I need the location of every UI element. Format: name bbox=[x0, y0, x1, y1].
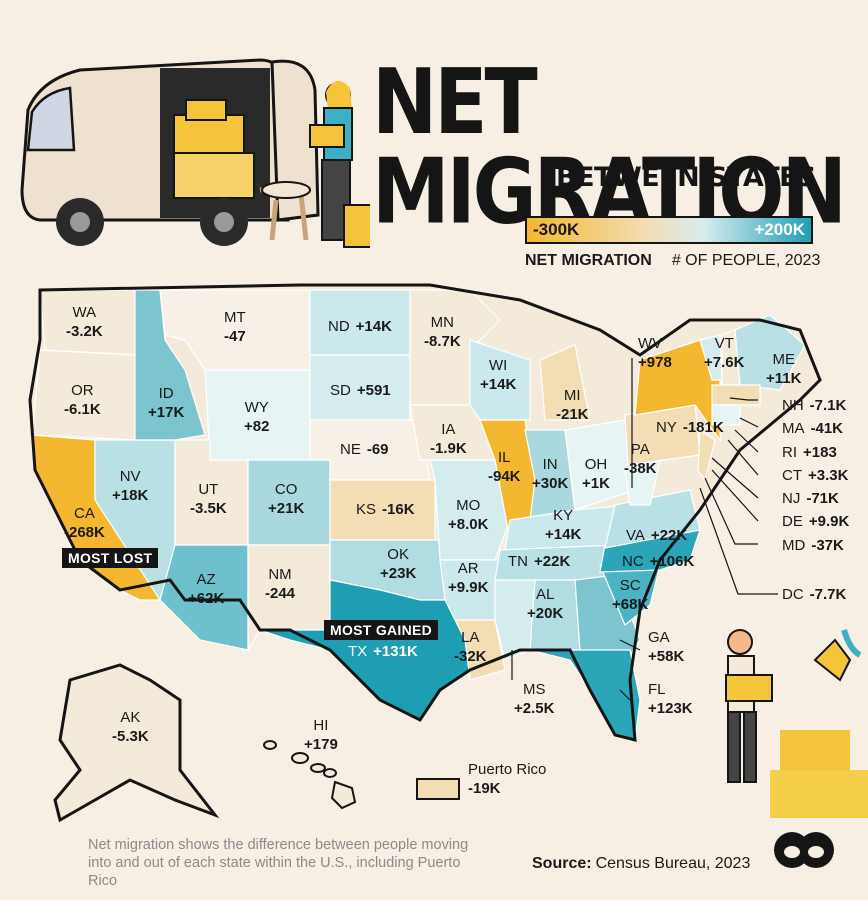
label-or: OR -6.1K bbox=[64, 382, 101, 418]
label-wi: WI +14K bbox=[480, 357, 517, 393]
state-ct bbox=[711, 404, 741, 426]
state-ma bbox=[711, 384, 761, 406]
legend-max-label: +200K bbox=[754, 220, 805, 239]
label-mn: MN -8.7K bbox=[424, 314, 461, 350]
source-text: Census Bureau, 2023 bbox=[595, 855, 751, 872]
label-nj: NJ -71K bbox=[782, 490, 839, 507]
page-subtitle: BETWEEN STATES bbox=[556, 162, 816, 193]
legend-caption: NET MIGRATION # OF PEOPLE, 2023 bbox=[525, 252, 820, 270]
label-in: IN +30K bbox=[532, 456, 569, 492]
label-ny: NY -181K bbox=[656, 419, 724, 436]
footnote: Net migration shows the difference betwe… bbox=[88, 837, 469, 889]
state-va bbox=[604, 489, 701, 549]
most-gained-tag: MOST GAINED bbox=[324, 620, 439, 640]
label-dc: DC -7.7K bbox=[782, 586, 847, 603]
label-de: DE +9.9K bbox=[782, 513, 850, 530]
legend-caption-bold: NET MIGRATION bbox=[525, 252, 652, 269]
label-ut: UT -3.5K bbox=[190, 481, 227, 517]
color-legend: -300K +200K bbox=[525, 216, 813, 244]
label-mt: MT -47 bbox=[224, 309, 246, 345]
label-nv: NV +18K bbox=[112, 468, 149, 504]
label-ak: AK -5.3K bbox=[112, 709, 149, 745]
label-pa: PA -38K bbox=[624, 441, 657, 477]
label-tn: TN +22K bbox=[508, 553, 571, 570]
most-lost-tag: MOST LOST bbox=[62, 548, 159, 568]
state-mi bbox=[539, 344, 591, 421]
label-ca: CA -268K bbox=[64, 505, 105, 541]
state-ak bbox=[53, 663, 220, 823]
state-wv bbox=[624, 459, 661, 506]
label-nm: NM -244 bbox=[265, 566, 296, 602]
state-nj bbox=[697, 428, 716, 482]
label-ms: MS +2.5K bbox=[514, 681, 555, 717]
label-mo: MO +8.0K bbox=[448, 497, 489, 533]
source-credit: Source: Census Bureau, 2023 bbox=[532, 855, 750, 873]
state-hi bbox=[263, 740, 357, 810]
label-ks: KS -16K bbox=[356, 501, 415, 518]
label-hi: HI +179 bbox=[304, 717, 338, 753]
label-nd: ND +14K bbox=[328, 318, 392, 335]
label-id: ID +17K bbox=[148, 385, 185, 421]
label-ne: NE -69 bbox=[340, 441, 389, 458]
label-wy: WY +82 bbox=[244, 399, 270, 435]
label-al: AL +20K bbox=[527, 586, 564, 622]
state-me bbox=[734, 314, 806, 391]
label-md: MD -37K bbox=[782, 537, 844, 554]
label-wa: WA -3.2K bbox=[66, 304, 103, 340]
label-va: VA +22K bbox=[626, 527, 688, 544]
label-mi: MI -21K bbox=[556, 387, 589, 423]
label-oh: OH +1K bbox=[582, 456, 610, 492]
publisher-logo-icon bbox=[774, 832, 834, 868]
state-az bbox=[159, 544, 249, 651]
label-az: AZ +62K bbox=[188, 571, 225, 607]
label-ia: IA -1.9K bbox=[430, 421, 467, 457]
legend-min-label: -300K bbox=[533, 220, 580, 239]
label-tx: TX +131K bbox=[348, 643, 418, 660]
state-la bbox=[454, 619, 506, 681]
label-fl: FL +123K bbox=[648, 681, 693, 717]
label-il: IL -94K bbox=[488, 449, 521, 485]
label-ga: GA +58K bbox=[648, 629, 685, 665]
label-sc: SC +68K bbox=[612, 577, 649, 613]
label-ar: AR +9.9K bbox=[448, 560, 489, 596]
label-wv: WV +978 bbox=[638, 335, 672, 371]
legend-caption-rest: # OF PEOPLE, 2023 bbox=[671, 252, 821, 269]
state-ms bbox=[494, 579, 536, 661]
label-la: LA -32K bbox=[454, 629, 487, 665]
map-outline bbox=[28, 283, 822, 742]
label-sd: SD +591 bbox=[330, 382, 391, 399]
source-label: Source: bbox=[532, 855, 592, 872]
label-ok: OK +23K bbox=[380, 546, 417, 582]
label-me: ME +11K bbox=[766, 351, 802, 387]
label-pr: Puerto Rico -19K bbox=[468, 761, 547, 797]
man-carrying-box-icon bbox=[725, 629, 868, 818]
label-ct: CT +3.3K bbox=[782, 467, 849, 484]
moving-van-icon bbox=[20, 58, 370, 248]
label-ma: MA -41K bbox=[782, 420, 844, 437]
label-ky: KY +14K bbox=[545, 507, 582, 543]
puerto-rico-swatch bbox=[416, 778, 460, 800]
state-oh bbox=[564, 419, 636, 511]
label-nh: NH -7.1K bbox=[782, 397, 847, 414]
label-vt: VT +7.6K bbox=[704, 335, 745, 371]
label-ri: RI +183 bbox=[782, 444, 837, 461]
label-nc: NC +106K bbox=[622, 553, 695, 570]
label-co: CO +21K bbox=[268, 481, 305, 517]
